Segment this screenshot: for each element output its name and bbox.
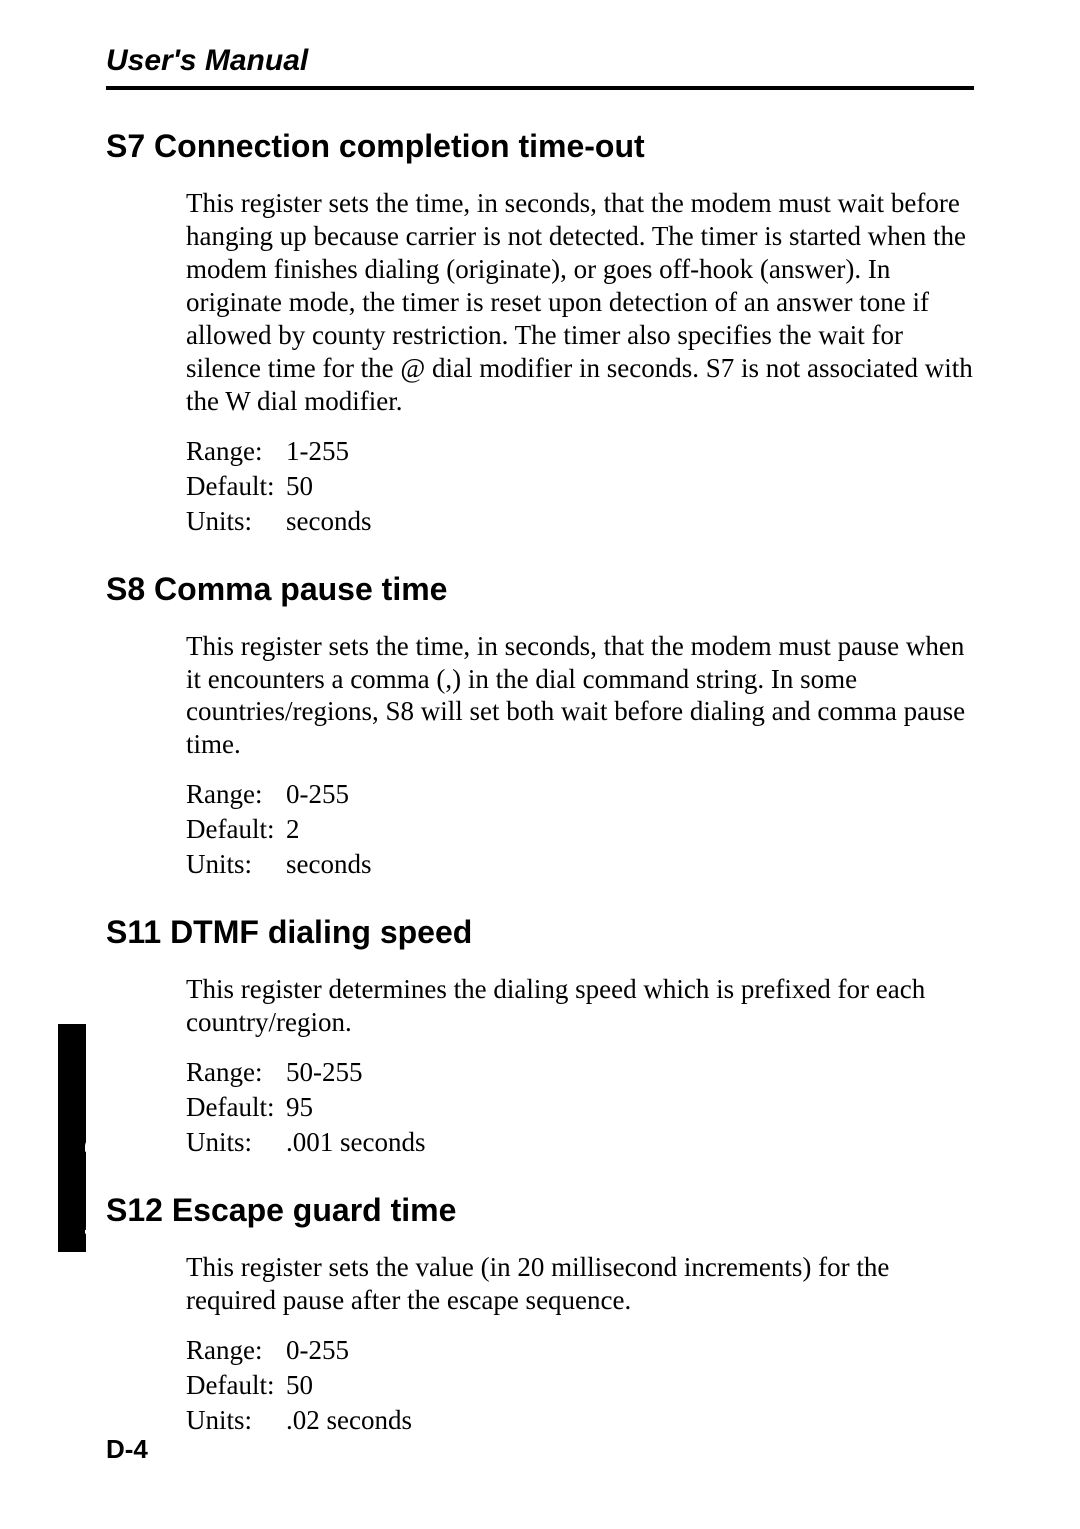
spec-label: Default: (186, 1090, 286, 1125)
section-body: This register sets the time, in seconds,… (186, 630, 974, 883)
spec-label: Default: (186, 812, 286, 847)
spec-label: Range: (186, 1055, 286, 1090)
side-tab-label: Appendix D (82, 1138, 105, 1239)
spec-value: .001 seconds (286, 1125, 425, 1160)
spec-value: seconds (286, 847, 371, 882)
section-heading: S11 DTMF dialing speed (106, 914, 974, 951)
spec-value: 95 (286, 1090, 425, 1125)
section-description: This register sets the value (in 20 mill… (186, 1251, 974, 1317)
section-heading: S8 Comma pause time (106, 571, 974, 608)
header-title: User's Manual (106, 44, 974, 78)
section-description: This register sets the time, in seconds,… (186, 187, 974, 418)
spec-value: 1-255 (286, 434, 371, 469)
spec-row: Units: seconds (186, 847, 371, 882)
spec-row: Default: 50 (186, 1368, 412, 1403)
spec-value: 50-255 (286, 1055, 425, 1090)
spec-row: Range: 1-255 (186, 434, 371, 469)
spec-value: 2 (286, 812, 371, 847)
section-body: This register sets the time, in seconds,… (186, 187, 974, 539)
spec-label: Units: (186, 1125, 286, 1160)
spec-row: Range: 50-255 (186, 1055, 425, 1090)
spec-row: Default: 50 (186, 469, 371, 504)
spec-value: .02 seconds (286, 1403, 412, 1438)
spec-value: 0-255 (286, 1333, 412, 1368)
spec-label: Range: (186, 777, 286, 812)
spec-value: 50 (286, 1368, 412, 1403)
section-heading: S12 Escape guard time (106, 1192, 974, 1229)
spec-row: Range: 0-255 (186, 777, 371, 812)
section-body: This register determines the dialing spe… (186, 973, 974, 1160)
spec-table: Range: 50-255 Default: 95 Units: .001 se… (186, 1055, 425, 1160)
spec-label: Range: (186, 434, 286, 469)
section-s12: S12 Escape guard time This register sets… (106, 1192, 974, 1438)
spec-label: Range: (186, 1333, 286, 1368)
spec-label: Units: (186, 504, 286, 539)
header-rule (106, 86, 974, 90)
section-description: This register sets the time, in seconds,… (186, 630, 974, 762)
spec-row: Units: seconds (186, 504, 371, 539)
section-s11: S11 DTMF dialing speed This register det… (106, 914, 974, 1160)
spec-label: Default: (186, 1368, 286, 1403)
section-heading: S7 Connection completion time-out (106, 128, 974, 165)
section-s8: S8 Comma pause time This register sets t… (106, 571, 974, 883)
spec-table: Range: 1-255 Default: 50 Units: seconds (186, 434, 371, 539)
spec-row: Default: 95 (186, 1090, 425, 1125)
side-tab: Appendix D (58, 1024, 86, 1252)
spec-table: Range: 0-255 Default: 2 Units: seconds (186, 777, 371, 882)
page-header: User's Manual (106, 44, 974, 90)
section-s7: S7 Connection completion time-out This r… (106, 128, 974, 539)
spec-label: Units: (186, 1403, 286, 1438)
spec-row: Default: 2 (186, 812, 371, 847)
spec-value: 0-255 (286, 777, 371, 812)
spec-row: Range: 0-255 (186, 1333, 412, 1368)
section-description: This register determines the dialing spe… (186, 973, 974, 1039)
page-number: D-4 (106, 1434, 148, 1465)
spec-row: Units: .001 seconds (186, 1125, 425, 1160)
spec-label: Units: (186, 847, 286, 882)
spec-row: Units: .02 seconds (186, 1403, 412, 1438)
spec-value: seconds (286, 504, 371, 539)
page: User's Manual S7 Connection completion t… (0, 0, 1080, 1529)
spec-value: 50 (286, 469, 371, 504)
page-content: S7 Connection completion time-out This r… (106, 128, 974, 1470)
section-body: This register sets the value (in 20 mill… (186, 1251, 974, 1438)
spec-label: Default: (186, 469, 286, 504)
spec-table: Range: 0-255 Default: 50 Units: .02 seco… (186, 1333, 412, 1438)
